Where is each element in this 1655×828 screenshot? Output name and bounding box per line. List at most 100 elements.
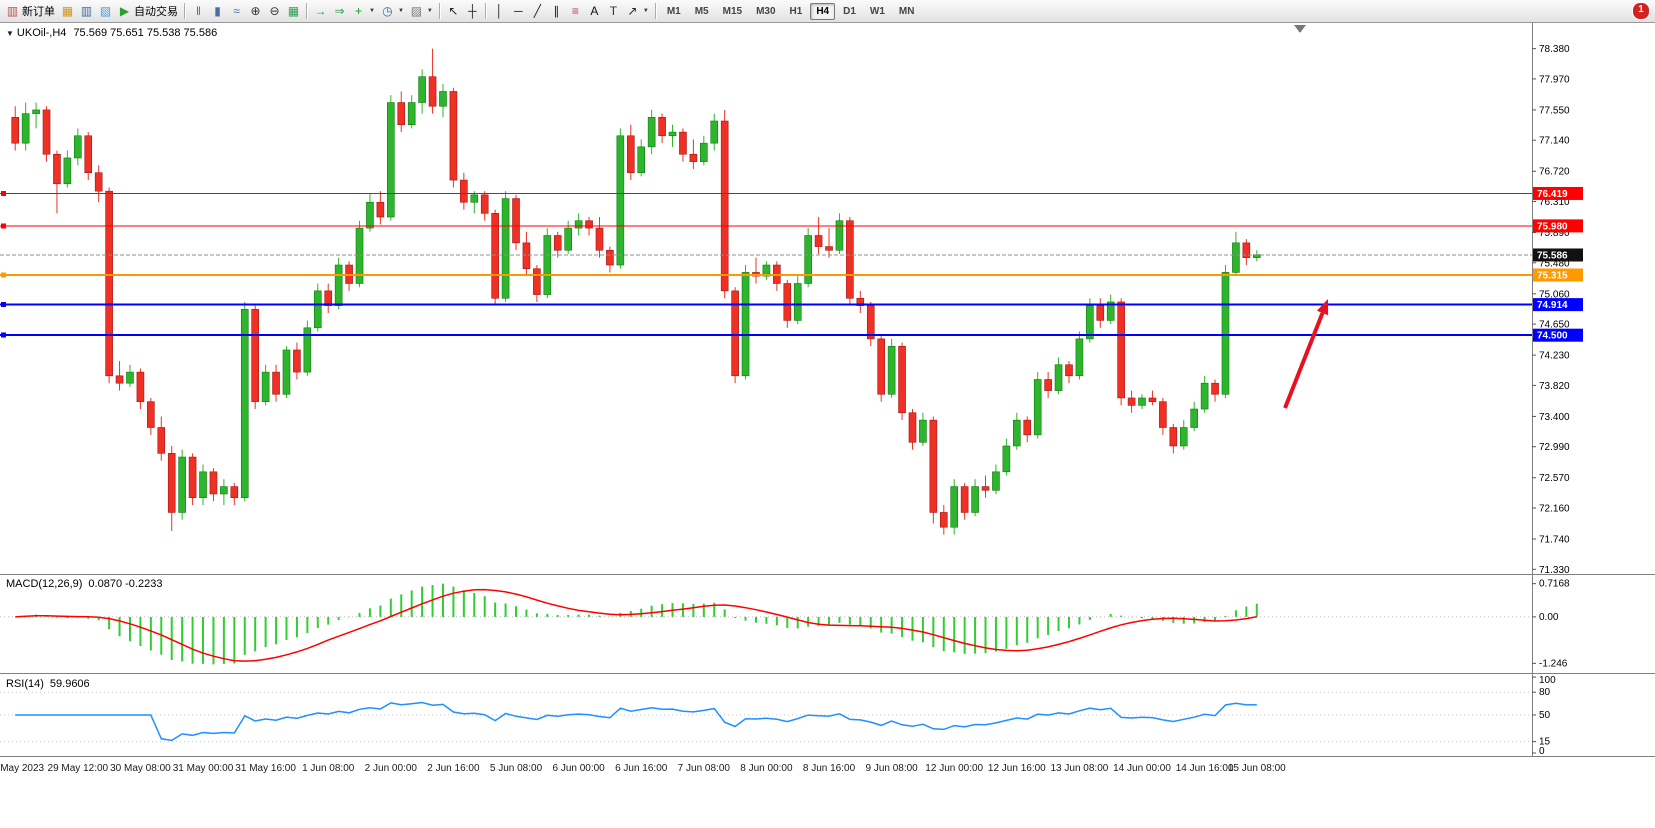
time-axis-label: 14 Jun 16:00 xyxy=(1175,763,1234,774)
candlestick-chart-type-icon: ▮ xyxy=(214,4,221,18)
price-axis-label: 75.060 xyxy=(1539,289,1570,300)
tile-windows-button[interactable]: ▦ xyxy=(284,1,303,21)
bid-price-badge: 75.586 xyxy=(1537,250,1568,261)
trend-arrow-line[interactable] xyxy=(1283,312,1325,409)
timeframe-button-M5[interactable]: M5 xyxy=(694,5,709,17)
time-axis-label: 15 Jun 08:00 xyxy=(1227,763,1286,774)
time-axis-label: 2 Jun 16:00 xyxy=(427,763,480,774)
arrows-dropdown-caret[interactable]: ▼ xyxy=(642,8,649,14)
time-axis-label: 26 May 2023 xyxy=(0,763,45,774)
fibonacci-icon: ≡ xyxy=(571,4,579,18)
time-axis-label: 30 May 08:00 xyxy=(110,763,171,774)
channel-button[interactable]: ∥ xyxy=(547,1,566,21)
horizontal-line-button[interactable]: ─ xyxy=(509,1,528,21)
candlestick-chart-type-button[interactable]: ▮ xyxy=(208,1,227,21)
timeframe-button-H4[interactable]: H4 xyxy=(810,2,836,20)
market-watch-icon: ▦ xyxy=(61,4,74,18)
rsi-axis-label: 80 xyxy=(1539,687,1551,698)
toolbar-separator xyxy=(654,3,657,19)
rsi-axis-label: 15 xyxy=(1539,737,1551,748)
price-axis-label: 71.740 xyxy=(1539,535,1570,546)
zoom-in-button[interactable]: ⊕ xyxy=(246,1,265,21)
rsi-value: 59.9606 xyxy=(49,678,90,690)
timeframe-button-W1[interactable]: W1 xyxy=(869,5,885,17)
time-axis-label: 12 Jun 16:00 xyxy=(987,763,1046,774)
rsi-axis-label: 100 xyxy=(1539,675,1556,686)
cursor-icon: ↖ xyxy=(448,4,459,18)
new-order-button[interactable]: ▥ 新订单 xyxy=(3,1,58,21)
autotrading-button[interactable]: ▶ 自动交易 xyxy=(115,1,181,21)
price-axis-label: 77.140 xyxy=(1539,136,1570,147)
templates-button[interactable]: ▨ ▼ xyxy=(407,1,436,21)
price-axis-label: 77.970 xyxy=(1539,74,1570,85)
line-chart-type-button[interactable]: ≈ xyxy=(227,1,246,21)
data-window-button[interactable]: ▥ xyxy=(77,1,96,21)
text-button[interactable]: A xyxy=(585,1,604,21)
rsi-name: RSI(14) xyxy=(6,678,44,690)
cursor-button[interactable]: ↖ xyxy=(444,1,463,21)
indicators-layer xyxy=(0,583,1532,743)
new-order-icon: ▥ xyxy=(6,4,19,18)
notification-badge[interactable]: 1 xyxy=(1632,2,1650,20)
line-chart-type-icon: ≈ xyxy=(233,4,240,18)
price-axis-label: 75.890 xyxy=(1539,228,1570,239)
timeframe-button-D1[interactable]: D1 xyxy=(843,5,856,17)
macd-indicator-label: MACD(12,26,9) 0.0870 -0.2233 xyxy=(6,578,162,590)
data-window-icon: ▥ xyxy=(80,4,93,18)
fibonacci-button[interactable]: ≡ xyxy=(566,1,585,21)
crosshair-button[interactable]: ┼ xyxy=(463,1,482,21)
indicators-button[interactable]: + ▼ xyxy=(349,1,378,21)
timeframe-button-M15[interactable]: M15 xyxy=(722,5,743,17)
price-axis-label: 73.820 xyxy=(1539,381,1570,392)
price-axis-label: 75.480 xyxy=(1539,258,1570,269)
time-axis-label: 29 May 12:00 xyxy=(47,763,109,774)
toolbar-separator xyxy=(438,3,441,19)
timeframe-button-MN[interactable]: MN xyxy=(898,5,915,17)
toolbar-separator xyxy=(484,3,487,19)
trend-arrow-head xyxy=(1316,299,1329,316)
macd-axis-label: 0.7168 xyxy=(1539,579,1570,590)
time-axis-label: 12 Jun 00:00 xyxy=(925,763,984,774)
time-axis-label: 6 Jun 00:00 xyxy=(552,763,605,774)
price-axis-label: 71.330 xyxy=(1539,565,1570,576)
chart-window[interactable]: 78.380 77.970 77.550 77.140 76.720 76.310 75.8… xyxy=(0,22,1655,757)
bar-chart-type-button[interactable]: ‖ xyxy=(189,1,208,21)
text-label-button[interactable]: T xyxy=(604,1,623,21)
time-axis-label: 13 Jun 08:00 xyxy=(1050,763,1109,774)
macd-axis-label: -1.246 xyxy=(1539,658,1568,669)
trendline-icon: ╱ xyxy=(533,4,541,18)
price-axis-label: 72.990 xyxy=(1539,442,1570,453)
time-axis-label: 5 Jun 08:00 xyxy=(489,763,543,774)
chart-borders xyxy=(0,22,1655,757)
time-axis-label: 8 Jun 00:00 xyxy=(740,763,793,774)
price-badge-label: 75.315 xyxy=(1537,270,1568,281)
templates-dropdown-caret[interactable]: ▼ xyxy=(426,8,433,14)
price-axis[interactable]: 78.380 77.970 77.550 77.140 76.720 76.310 75.8… xyxy=(1532,44,1583,757)
arrows-button[interactable]: ↗ ▼ xyxy=(623,1,652,21)
price-axis-label: 76.310 xyxy=(1539,197,1570,208)
chart-canvas[interactable]: 78.380 77.970 77.550 77.140 76.720 76.310 75.8… xyxy=(0,22,1655,757)
indicators-dropdown-caret[interactable]: ▼ xyxy=(369,8,375,14)
timeframe-button-H1[interactable]: H1 xyxy=(789,5,803,17)
time-axis-label: 31 May 16:00 xyxy=(235,763,296,774)
auto-scroll-button[interactable]: → xyxy=(311,1,330,21)
timeframe-button-M30[interactable]: M30 xyxy=(756,5,776,17)
price-badge-74.500 xyxy=(1533,328,1583,342)
periods-dropdown-caret[interactable]: ▼ xyxy=(397,8,404,14)
market-watch-button[interactable]: ▦ xyxy=(58,1,77,21)
zoom-out-button[interactable]: ⊖ xyxy=(265,1,284,21)
periods-button[interactable]: ◷ ▼ xyxy=(378,1,407,21)
chart-title: ▼ UKOil-,H4 75.569 75.651 75.538 75.586 xyxy=(6,27,217,39)
price-axis-label: 72.160 xyxy=(1539,504,1570,515)
chart-ohlc-values: 75.569 75.651 75.538 75.586 xyxy=(73,27,218,39)
vertical-line-button[interactable]: │ xyxy=(490,1,509,21)
navigator-button[interactable]: ▧ xyxy=(96,1,115,21)
timeframe-button-M1[interactable]: M1 xyxy=(666,5,681,17)
macd-values: 0.0870 -0.2233 xyxy=(88,578,163,590)
trendline-button[interactable]: ╱ xyxy=(528,1,547,21)
price-badge-74.914 xyxy=(1533,298,1583,312)
zoom-out-icon: ⊖ xyxy=(269,4,280,18)
navigator-icon: ▧ xyxy=(99,4,112,18)
chart-shift-button[interactable]: ⇒ xyxy=(330,1,349,21)
